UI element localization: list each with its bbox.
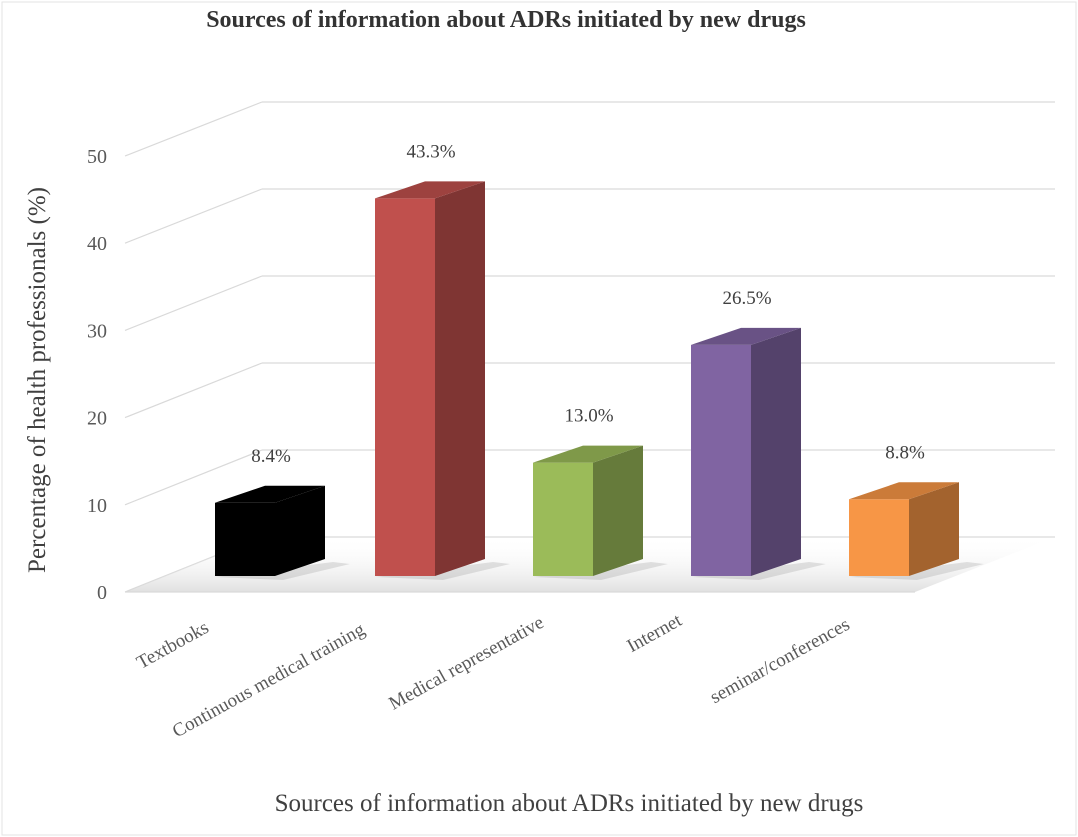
data-label: 43.3% [406, 141, 455, 162]
y-tick-label: 0 [97, 582, 107, 604]
bar-front [849, 499, 909, 576]
data-label: 26.5% [722, 288, 771, 309]
y-tick-label: 30 [87, 320, 107, 342]
y-axis-label: Percentage of health professionals (%) [24, 187, 51, 573]
data-label: 8.4% [251, 446, 291, 467]
chart-title: Sources of information about ADRs initia… [206, 7, 806, 33]
bar-front [215, 503, 275, 576]
y-tick-label: 40 [87, 233, 107, 255]
x-axis-label: Sources of information about ADRs initia… [275, 790, 864, 817]
y-tick-label: 20 [87, 408, 107, 430]
data-label: 8.8% [885, 442, 925, 463]
bar-side [593, 446, 643, 576]
y-tick-label: 50 [87, 146, 107, 168]
y-tick-label: 10 [87, 495, 107, 517]
bar-side [751, 328, 801, 576]
data-label: 13.0% [564, 406, 613, 427]
bar-front [533, 463, 593, 576]
bar-front [375, 198, 435, 576]
bar-side [435, 181, 485, 576]
bar-front [691, 345, 751, 576]
